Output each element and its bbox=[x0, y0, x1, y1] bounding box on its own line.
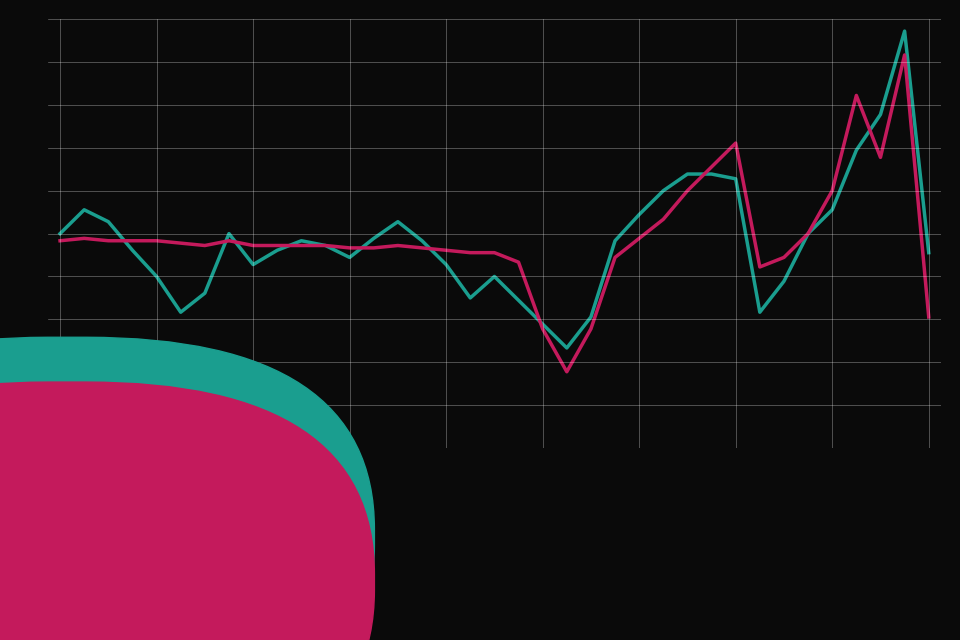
Seasonally adjusted bbox=[79, 234, 90, 242]
Seasonally adjusted bbox=[320, 242, 331, 250]
Non-seasonally adjusted bbox=[586, 313, 597, 321]
Text: Non-seasonally adjusted: Non-seasonally adjusted bbox=[96, 531, 266, 545]
Seasonally adjusted bbox=[175, 239, 186, 247]
Non-seasonally adjusted bbox=[199, 289, 210, 297]
Non-seasonally adjusted bbox=[103, 218, 114, 225]
Seasonally adjusted bbox=[754, 263, 765, 271]
Non-seasonally adjusted bbox=[175, 308, 186, 316]
Non-seasonally adjusted bbox=[730, 175, 741, 182]
Seasonally adjusted bbox=[199, 242, 210, 250]
Non-seasonally adjusted bbox=[779, 277, 790, 285]
Seasonally adjusted bbox=[55, 237, 66, 244]
Non-seasonally adjusted bbox=[296, 237, 307, 244]
Seasonally adjusted bbox=[730, 140, 741, 147]
Seasonally adjusted bbox=[923, 313, 934, 321]
Non-seasonally adjusted bbox=[610, 237, 621, 244]
Seasonally adjusted bbox=[658, 216, 669, 223]
Seasonally adjusted bbox=[561, 368, 572, 376]
Seasonally adjusted bbox=[634, 234, 645, 242]
Seasonally adjusted bbox=[224, 237, 235, 244]
Seasonally adjusted bbox=[151, 237, 162, 244]
Seasonally adjusted bbox=[103, 237, 114, 244]
Text: Seasonally adjusted: Seasonally adjusted bbox=[96, 575, 235, 589]
Non-seasonally adjusted bbox=[344, 253, 355, 261]
Non-seasonally adjusted bbox=[79, 206, 90, 214]
Non-seasonally adjusted bbox=[127, 246, 138, 254]
Non-seasonally adjusted bbox=[899, 28, 910, 35]
Non-seasonally adjusted bbox=[923, 249, 934, 257]
Non-seasonally adjusted bbox=[151, 273, 162, 280]
Seasonally adjusted bbox=[368, 244, 379, 252]
Non-seasonally adjusted bbox=[224, 230, 235, 237]
Non-seasonally adjusted bbox=[272, 246, 283, 254]
Non-seasonally adjusted bbox=[634, 211, 645, 218]
Seasonally adjusted bbox=[417, 244, 428, 252]
Seasonally adjusted bbox=[441, 246, 452, 254]
Seasonally adjusted bbox=[827, 187, 838, 195]
Seasonally adjusted bbox=[127, 237, 138, 244]
Non-seasonally adjusted bbox=[803, 230, 814, 237]
Non-seasonally adjusted bbox=[754, 308, 765, 316]
Non-seasonally adjusted bbox=[827, 206, 838, 214]
Seasonally adjusted bbox=[803, 230, 814, 237]
Seasonally adjusted bbox=[779, 253, 790, 261]
Seasonally adjusted bbox=[875, 154, 886, 161]
Non-seasonally adjusted bbox=[441, 260, 452, 268]
Non-seasonally adjusted bbox=[875, 111, 886, 118]
Seasonally adjusted bbox=[513, 259, 524, 266]
Seasonally adjusted bbox=[586, 325, 597, 333]
Non-seasonally adjusted bbox=[706, 170, 717, 178]
Line: Seasonally adjusted: Seasonally adjusted bbox=[60, 55, 928, 372]
Non-seasonally adjusted bbox=[465, 294, 476, 301]
Non-seasonally adjusted bbox=[248, 260, 259, 268]
Seasonally adjusted bbox=[706, 163, 717, 171]
Non-seasonally adjusted bbox=[537, 320, 548, 328]
Non-seasonally adjusted bbox=[368, 234, 379, 242]
Seasonally adjusted bbox=[392, 242, 403, 250]
Non-seasonally adjusted bbox=[851, 147, 862, 154]
Non-seasonally adjusted bbox=[320, 242, 331, 250]
Non-seasonally adjusted bbox=[513, 296, 524, 304]
Non-seasonally adjusted bbox=[561, 344, 572, 352]
Seasonally adjusted bbox=[272, 242, 283, 250]
Non-seasonally adjusted bbox=[392, 218, 403, 225]
Line: Non-seasonally adjusted: Non-seasonally adjusted bbox=[60, 31, 928, 348]
Non-seasonally adjusted bbox=[682, 170, 693, 178]
Seasonally adjusted bbox=[296, 242, 307, 250]
Non-seasonally adjusted bbox=[658, 187, 669, 195]
Non-seasonally adjusted bbox=[417, 237, 428, 244]
Non-seasonally adjusted bbox=[55, 230, 66, 237]
Seasonally adjusted bbox=[851, 92, 862, 99]
Seasonally adjusted bbox=[344, 244, 355, 252]
Seasonally adjusted bbox=[489, 249, 500, 257]
Seasonally adjusted bbox=[465, 249, 476, 257]
Seasonally adjusted bbox=[682, 187, 693, 195]
Seasonally adjusted bbox=[248, 242, 259, 250]
Seasonally adjusted bbox=[537, 325, 548, 333]
Seasonally adjusted bbox=[899, 51, 910, 59]
Seasonally adjusted bbox=[610, 253, 621, 261]
Non-seasonally adjusted bbox=[489, 273, 500, 280]
